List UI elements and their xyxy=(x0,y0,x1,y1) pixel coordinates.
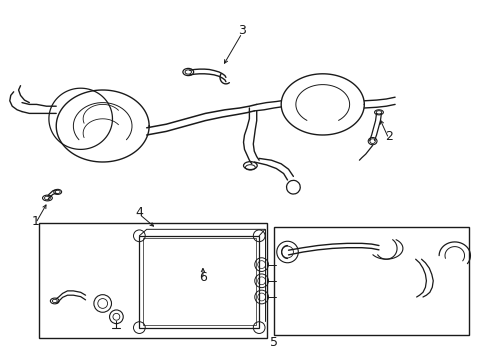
Bar xyxy=(39,223,266,338)
Text: 4: 4 xyxy=(135,206,143,219)
Text: 5: 5 xyxy=(269,336,277,348)
Text: 6: 6 xyxy=(199,271,206,284)
Text: 2: 2 xyxy=(384,130,392,143)
Text: 3: 3 xyxy=(238,24,245,37)
Bar xyxy=(142,238,255,325)
Text: 1: 1 xyxy=(32,215,40,228)
Bar xyxy=(139,236,259,328)
Bar xyxy=(273,227,468,335)
